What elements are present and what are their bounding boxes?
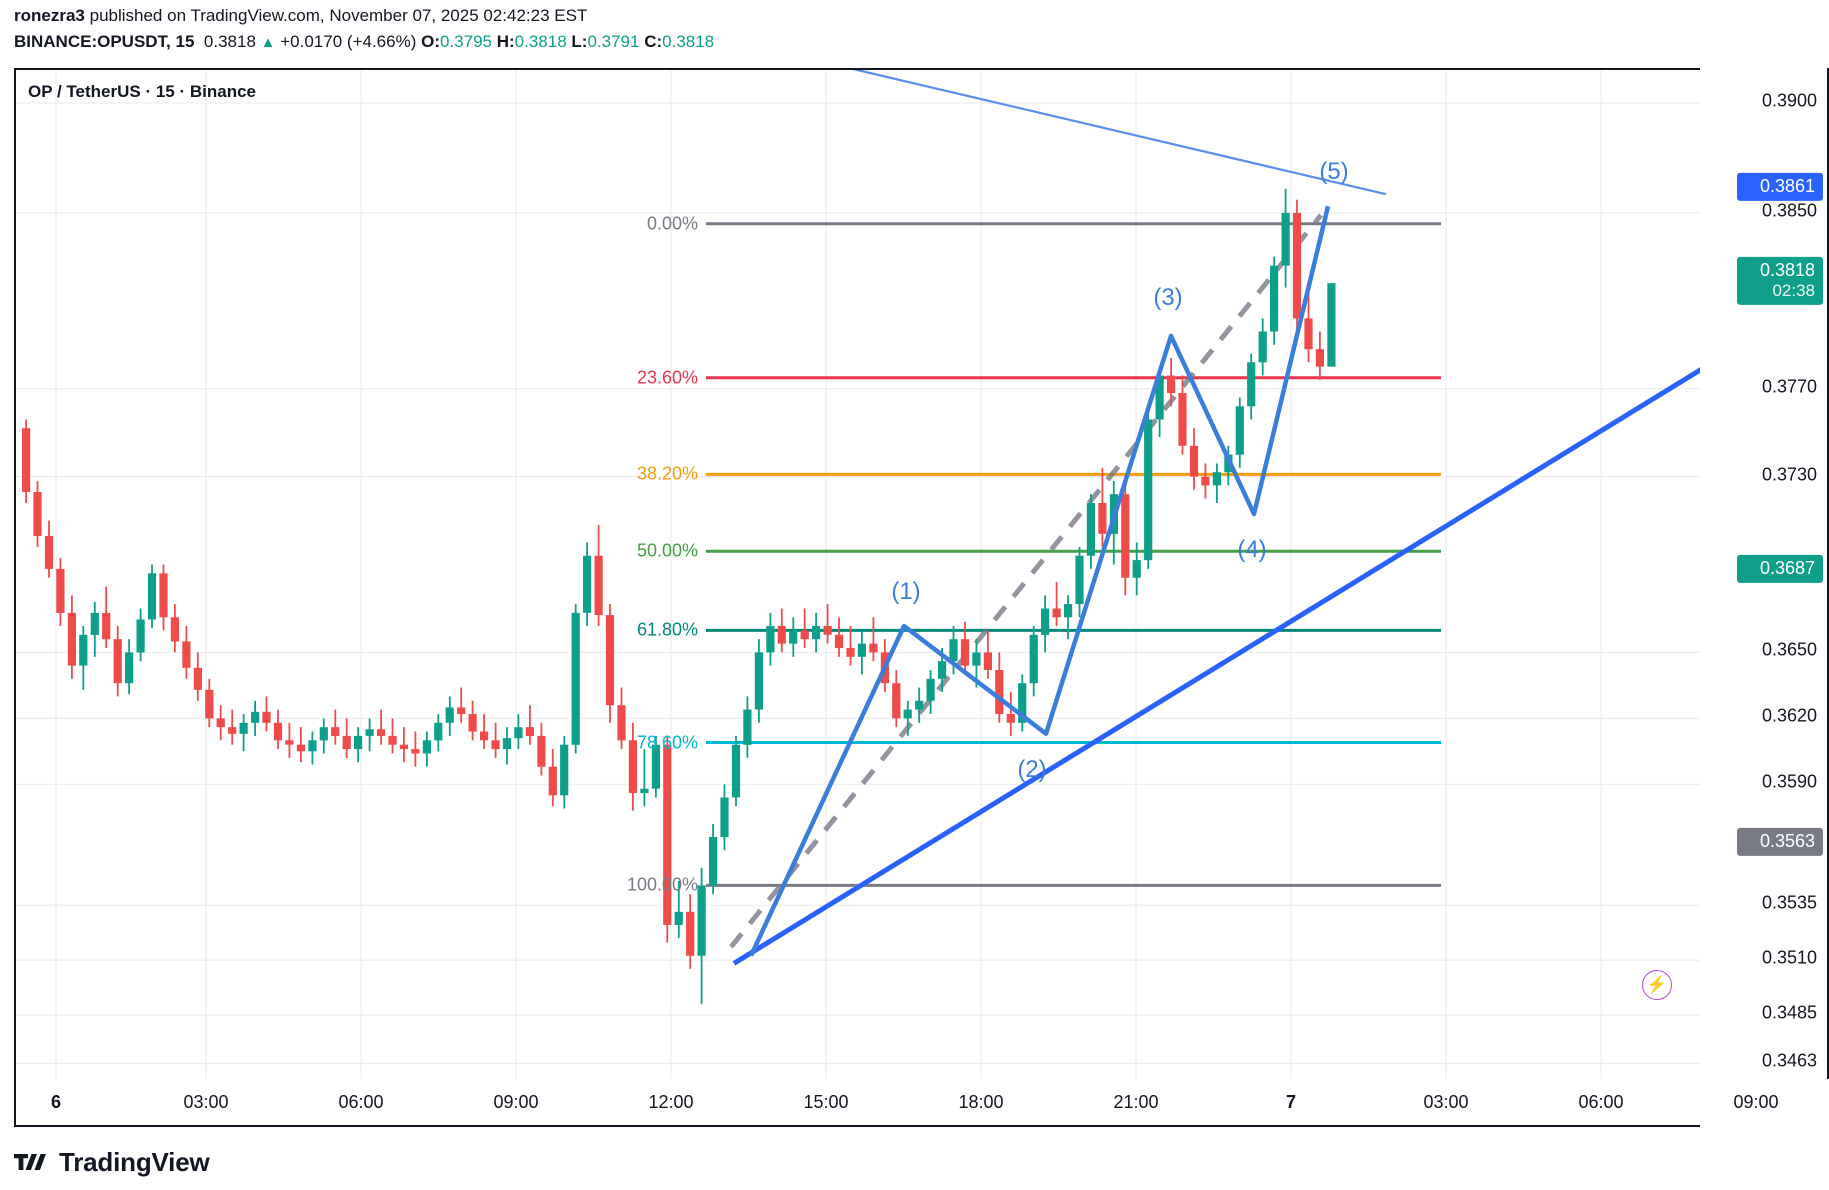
chart-legend: OP / TetherUS · 15 · Binance <box>28 82 256 101</box>
price-axis-tick: 0.3485 <box>1761 1002 1817 1023</box>
level-badge-0687[interactable]: 0.3687 <box>1737 554 1823 584</box>
time-axis-tick: 03:00 <box>183 1092 229 1112</box>
publish-text: published on TradingView.com, November 0… <box>89 6 588 25</box>
level-badge-0563[interactable]: 0.3563 <box>1737 827 1823 856</box>
price-axis-tick: 0.3535 <box>1761 892 1817 913</box>
tradingview-logo: TradingView <box>14 1146 210 1178</box>
elliott-wave-label: (4) <box>1237 535 1267 563</box>
price-axis-tick: 0.3650 <box>1761 639 1817 660</box>
badge-price: 0.3563 <box>1759 830 1815 851</box>
time-axis-tick: 09:00 <box>493 1092 539 1112</box>
elliott-wave-label: (3) <box>1153 283 1183 311</box>
time-axis-tick: 7 <box>1285 1092 1297 1112</box>
time-axis-tick: 09:00 <box>1733 1092 1779 1112</box>
plot-area[interactable]: 0.00% 23.60% 38.20% 50.00% 61.80% 78.60% 100.0… <box>16 70 1702 1081</box>
fib-level-label: 38.20% <box>636 463 698 484</box>
time-axis-tick: 12:00 <box>648 1092 694 1112</box>
candlestick-svg <box>16 70 1702 1081</box>
chart-pane[interactable]: OP / TetherUS · 15 · Binance 0.00% 23.60%… <box>14 68 1702 1081</box>
ohlc-open-label: O: <box>421 32 440 51</box>
time-axis-tick: 03:00 <box>1423 1092 1469 1112</box>
last-price-badge[interactable]: 0.3818 02:38 <box>1737 257 1823 306</box>
price-axis-tick: 0.3590 <box>1761 771 1817 792</box>
ohlc-low-value: 0.3791 <box>587 32 640 51</box>
publish-line: ronezra3 published on TradingView.com, N… <box>14 6 587 26</box>
tradingview-mark-icon <box>14 1154 46 1170</box>
price-axis-tick: 0.3730 <box>1761 464 1817 485</box>
elliott-wave-label: (5) <box>1319 158 1349 186</box>
fib-level-label: 23.60% <box>636 367 698 388</box>
time-axis-tick: 06:00 <box>338 1092 384 1112</box>
ohlc-high-label: H: <box>496 32 515 51</box>
price-axis-tick: 0.3850 <box>1761 200 1817 221</box>
badge-time: 02:38 <box>1772 281 1815 301</box>
price-axis-tick: 0.3510 <box>1761 947 1817 968</box>
fib-level-label: 50.00% <box>636 540 698 561</box>
price-axis-tick: 0.3620 <box>1761 705 1817 726</box>
up-triangle-icon: ▲ <box>260 34 276 51</box>
ohlc-high-value: 0.3818 <box>514 32 567 51</box>
symbol-quote-line: BINANCE:OPUSDT, 15 0.3818 ▲ +0.0170 (+4.… <box>14 32 714 52</box>
elliott-wave-label: (2) <box>1017 755 1047 783</box>
tradingview-wordmark: TradingView <box>59 1146 210 1177</box>
symbol-label: BINANCE:OPUSDT, <box>14 32 171 51</box>
price-axis-tick: 0.3900 <box>1761 90 1817 111</box>
time-axis[interactable]: 6 03:00 06:00 09:00 12:00 15:00 18:00 21:00 7 03:… <box>14 1079 1779 1127</box>
badge-price: 0.3687 <box>1759 557 1815 578</box>
last-price: 0.3818 <box>203 32 256 51</box>
elliott-wave-label: (1) <box>891 578 921 606</box>
fib-level-label: 78.60% <box>636 732 698 753</box>
price-axis[interactable]: 0.3900 0.3850 0.3770 0.3730 0.3650 0.3620 0.35… <box>1700 68 1829 1079</box>
price-axis-tick: 0.3770 <box>1761 376 1817 397</box>
fib-level-label: 100.00% <box>626 874 698 895</box>
ohlc-close-value: 0.3818 <box>662 32 715 51</box>
price-axis-tick: 0.3463 <box>1761 1050 1817 1071</box>
fib-level-label: 61.80% <box>636 619 698 640</box>
ohlc-open-value: 0.3795 <box>439 32 492 51</box>
time-axis-tick: 15:00 <box>803 1092 849 1112</box>
time-axis-tick: 6 <box>50 1092 62 1112</box>
ohlc-low-label: L: <box>571 32 588 51</box>
interval-label: 15 <box>175 32 195 51</box>
badge-price: 0.3861 <box>1759 175 1815 196</box>
ohlc-close-label: C: <box>644 32 663 51</box>
change-absolute: +0.0170 <box>280 32 343 51</box>
lightning-bolt-icon[interactable]: ⚡ <box>1642 970 1672 1000</box>
resistance-badge[interactable]: 0.3861 <box>1737 172 1823 201</box>
change-percent: (+4.66%) <box>346 32 417 51</box>
badge-price: 0.3818 <box>1759 260 1815 281</box>
time-axis-tick: 21:00 <box>1113 1092 1159 1112</box>
author-name: ronezra3 <box>14 6 85 25</box>
fib-level-label: 0.00% <box>646 213 698 234</box>
time-axis-tick: 06:00 <box>1578 1092 1624 1112</box>
time-axis-tick: 18:00 <box>958 1092 1004 1112</box>
